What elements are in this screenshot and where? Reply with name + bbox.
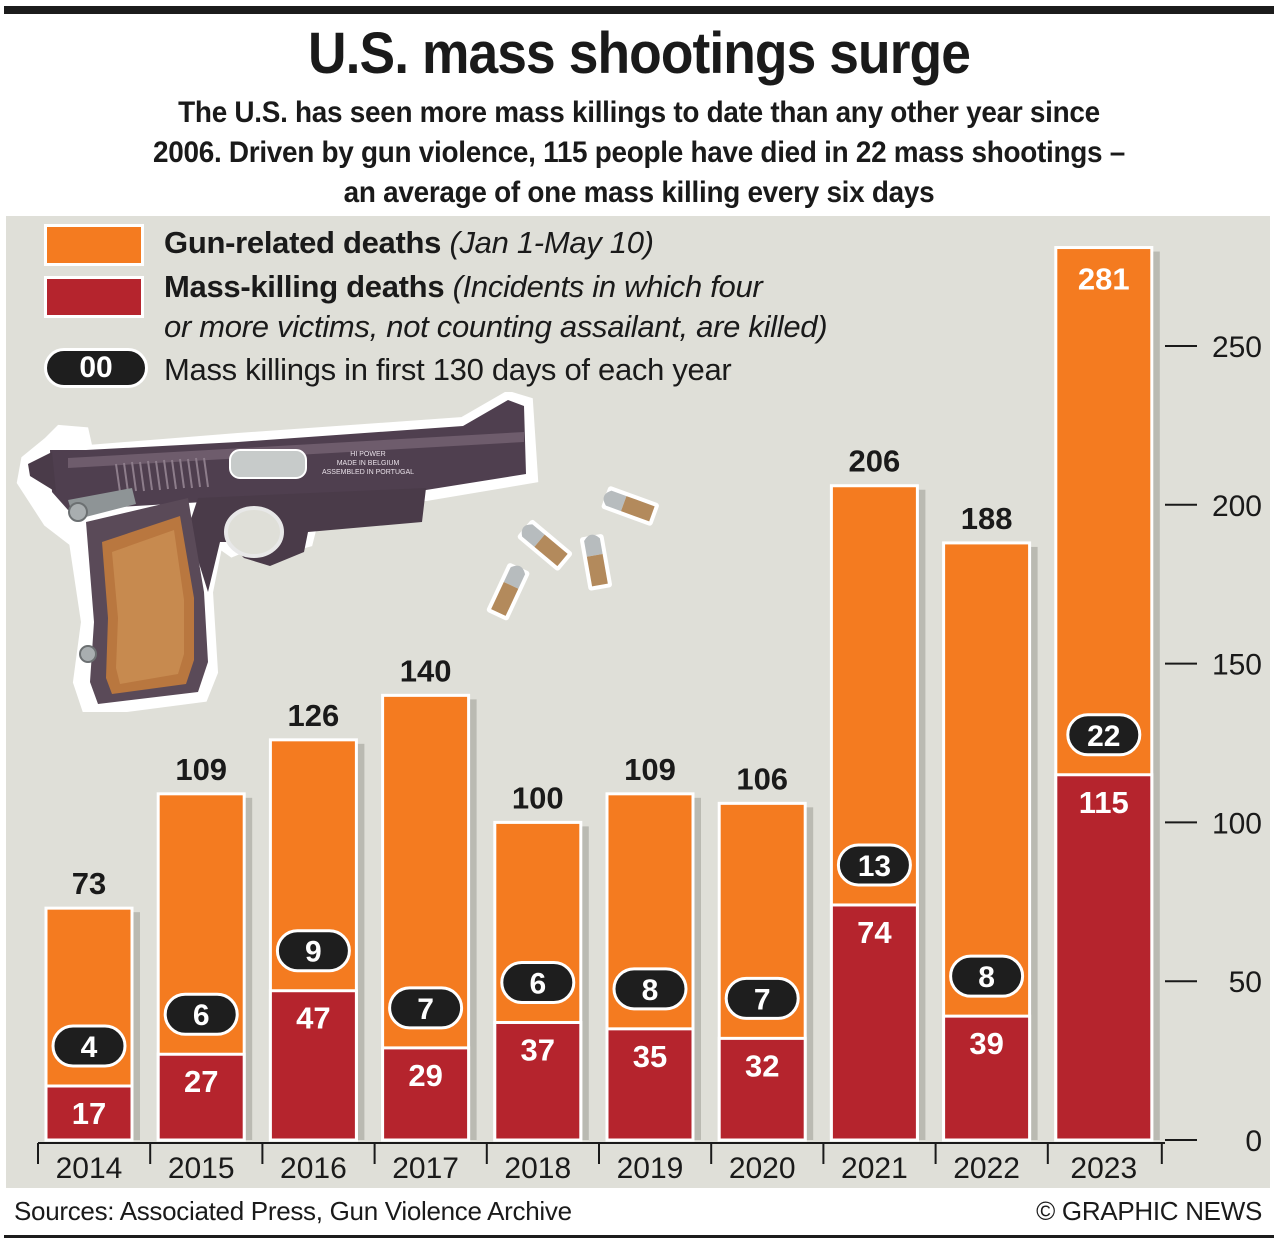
mass-killing-count: 6 [193, 999, 210, 1032]
legend-mass-killing-note-2: or more victims, not counting assailant,… [164, 309, 828, 344]
bar-mass-killing [381, 1046, 471, 1142]
subtitle-line: 2006. Driven by gun violence, 115 people… [152, 136, 1125, 169]
top-rule [4, 6, 1274, 14]
sources-note: Sources: Associated Press, Gun Violence … [14, 1196, 572, 1226]
bar-mass-killing [829, 903, 919, 1142]
label-mass-killing: 115 [1079, 785, 1129, 820]
legend-gun-related: Gun-related deaths (Jan 1-May 10) [164, 223, 654, 263]
x-tick-label: 2023 [1070, 1152, 1137, 1185]
label-gun-related: 126 [288, 698, 340, 733]
label-gun-related: 73 [72, 866, 106, 901]
label-mass-killing: 17 [72, 1096, 106, 1131]
mass-killing-count: 6 [529, 967, 546, 1000]
label-gun-related: 140 [400, 653, 452, 688]
x-tick-label: 2022 [953, 1152, 1020, 1185]
label-mass-killing: 35 [633, 1039, 667, 1074]
mass-killing-count: 13 [858, 850, 891, 883]
label-mass-killing: 29 [408, 1058, 442, 1093]
label-gun-related: 206 [849, 444, 901, 479]
mass-killing-count-pill [724, 976, 800, 1020]
mass-killing-count: 8 [978, 961, 995, 994]
label-gun-related: 100 [512, 780, 564, 815]
x-tick-label: 2014 [56, 1152, 123, 1185]
x-tick-label: 2019 [617, 1152, 684, 1185]
mass-killing-count: 8 [642, 974, 659, 1007]
bar-mass-killing [1054, 773, 1154, 1142]
label-mass-killing: 47 [296, 1001, 330, 1036]
mass-killing-count-pill [612, 967, 688, 1011]
credit: © GRAPHIC NEWS [1036, 1196, 1262, 1226]
mass-killing-count-pill [1066, 713, 1142, 757]
mass-killing-count: 4 [81, 1031, 98, 1064]
legend-pill-label: Mass killings in first 130 days of each … [164, 352, 732, 387]
legend-mass-killing-note: (Incidents in which four [452, 269, 763, 304]
mass-killing-count: 9 [305, 936, 322, 969]
bar-mass-killing [268, 989, 358, 1142]
mass-killing-count: 22 [1087, 720, 1120, 753]
mass-killing-count-pill [836, 843, 912, 887]
label-mass-killing: 27 [184, 1064, 218, 1099]
y-tick-label: 250 [1212, 331, 1262, 364]
label-gun-related: 281 [1078, 262, 1130, 297]
bullets-icon [486, 486, 659, 621]
legend-gun-related-label: Gun-related deaths [164, 225, 442, 260]
mass-killing-count-pill [275, 929, 351, 973]
label-gun-related: 109 [624, 752, 676, 787]
mass-killing-count-pill [163, 992, 239, 1036]
x-tick-label: 2020 [729, 1152, 796, 1185]
y-tick-label: 0 [1245, 1125, 1262, 1158]
x-tick-label: 2016 [280, 1152, 347, 1185]
engraving-line: ASSEMBLED IN PORTUGAL [322, 469, 414, 476]
subtitle-line: an average of one mass killing every six… [343, 176, 935, 209]
legend-mass-killing-label: Mass-killing deaths [164, 269, 445, 304]
legend-pill-sample: 00 [44, 348, 148, 388]
bar-mass-killing [942, 1014, 1032, 1142]
label-mass-killing: 32 [745, 1048, 779, 1083]
x-tick-label: 2021 [841, 1152, 908, 1185]
legend-swatch-mass-killing [44, 276, 144, 318]
engraving-line: HI POWER [350, 451, 385, 458]
label-mass-killing: 74 [857, 915, 892, 950]
mass-killing-count-pill [388, 986, 464, 1030]
mass-killing-count: 7 [754, 983, 771, 1016]
legend-gun-related-note: (Jan 1-May 10) [449, 225, 654, 260]
pistol-icon: HI POWER MADE IN BELGIUM ASSEMBLED IN PO… [16, 392, 659, 712]
y-tick-label: 50 [1229, 966, 1262, 999]
bar-mass-killing [493, 1020, 583, 1142]
mass-killing-count-pill [51, 1024, 127, 1068]
legend-mass-killing: Mass-killing deaths (Incidents in which … [164, 267, 763, 307]
bar-mass-killing [605, 1027, 695, 1142]
label-mass-killing: 39 [969, 1026, 1003, 1061]
page-title: U.S. mass shootings surge [308, 21, 971, 86]
label-gun-related: 109 [175, 752, 227, 787]
bar-mass-killing [44, 1084, 134, 1142]
mass-killing-count-pill [949, 954, 1025, 998]
legend-swatch-gun-related [44, 224, 144, 266]
label-gun-related: 188 [961, 501, 1013, 536]
x-tick-label: 2018 [504, 1152, 571, 1185]
subtitle-line: The U.S. has seen more mass killings to … [178, 96, 1100, 129]
bar-mass-killing [717, 1036, 807, 1142]
y-tick-label: 200 [1212, 490, 1262, 523]
bar-mass-killing [156, 1052, 246, 1142]
legend-mass-killing-note-continued: or more victims, not counting assailant,… [164, 307, 828, 347]
engraving-line: MADE IN BELGIUM [337, 460, 400, 467]
y-tick-label: 100 [1212, 807, 1262, 840]
mass-killing-count-pill [500, 960, 576, 1004]
pistol-illustration: HI POWER MADE IN BELGIUM ASSEMBLED IN PO… [16, 392, 659, 712]
y-tick-label: 150 [1212, 649, 1262, 682]
x-tick-label: 2017 [392, 1152, 459, 1185]
label-gun-related: 106 [736, 761, 788, 796]
mass-killing-count: 7 [417, 993, 434, 1026]
subtitle: The U.S. has seen more mass killings to … [54, 93, 1224, 213]
label-mass-killing: 37 [521, 1032, 555, 1067]
x-tick-label: 2015 [168, 1152, 235, 1185]
bottom-rule [4, 1235, 1274, 1238]
